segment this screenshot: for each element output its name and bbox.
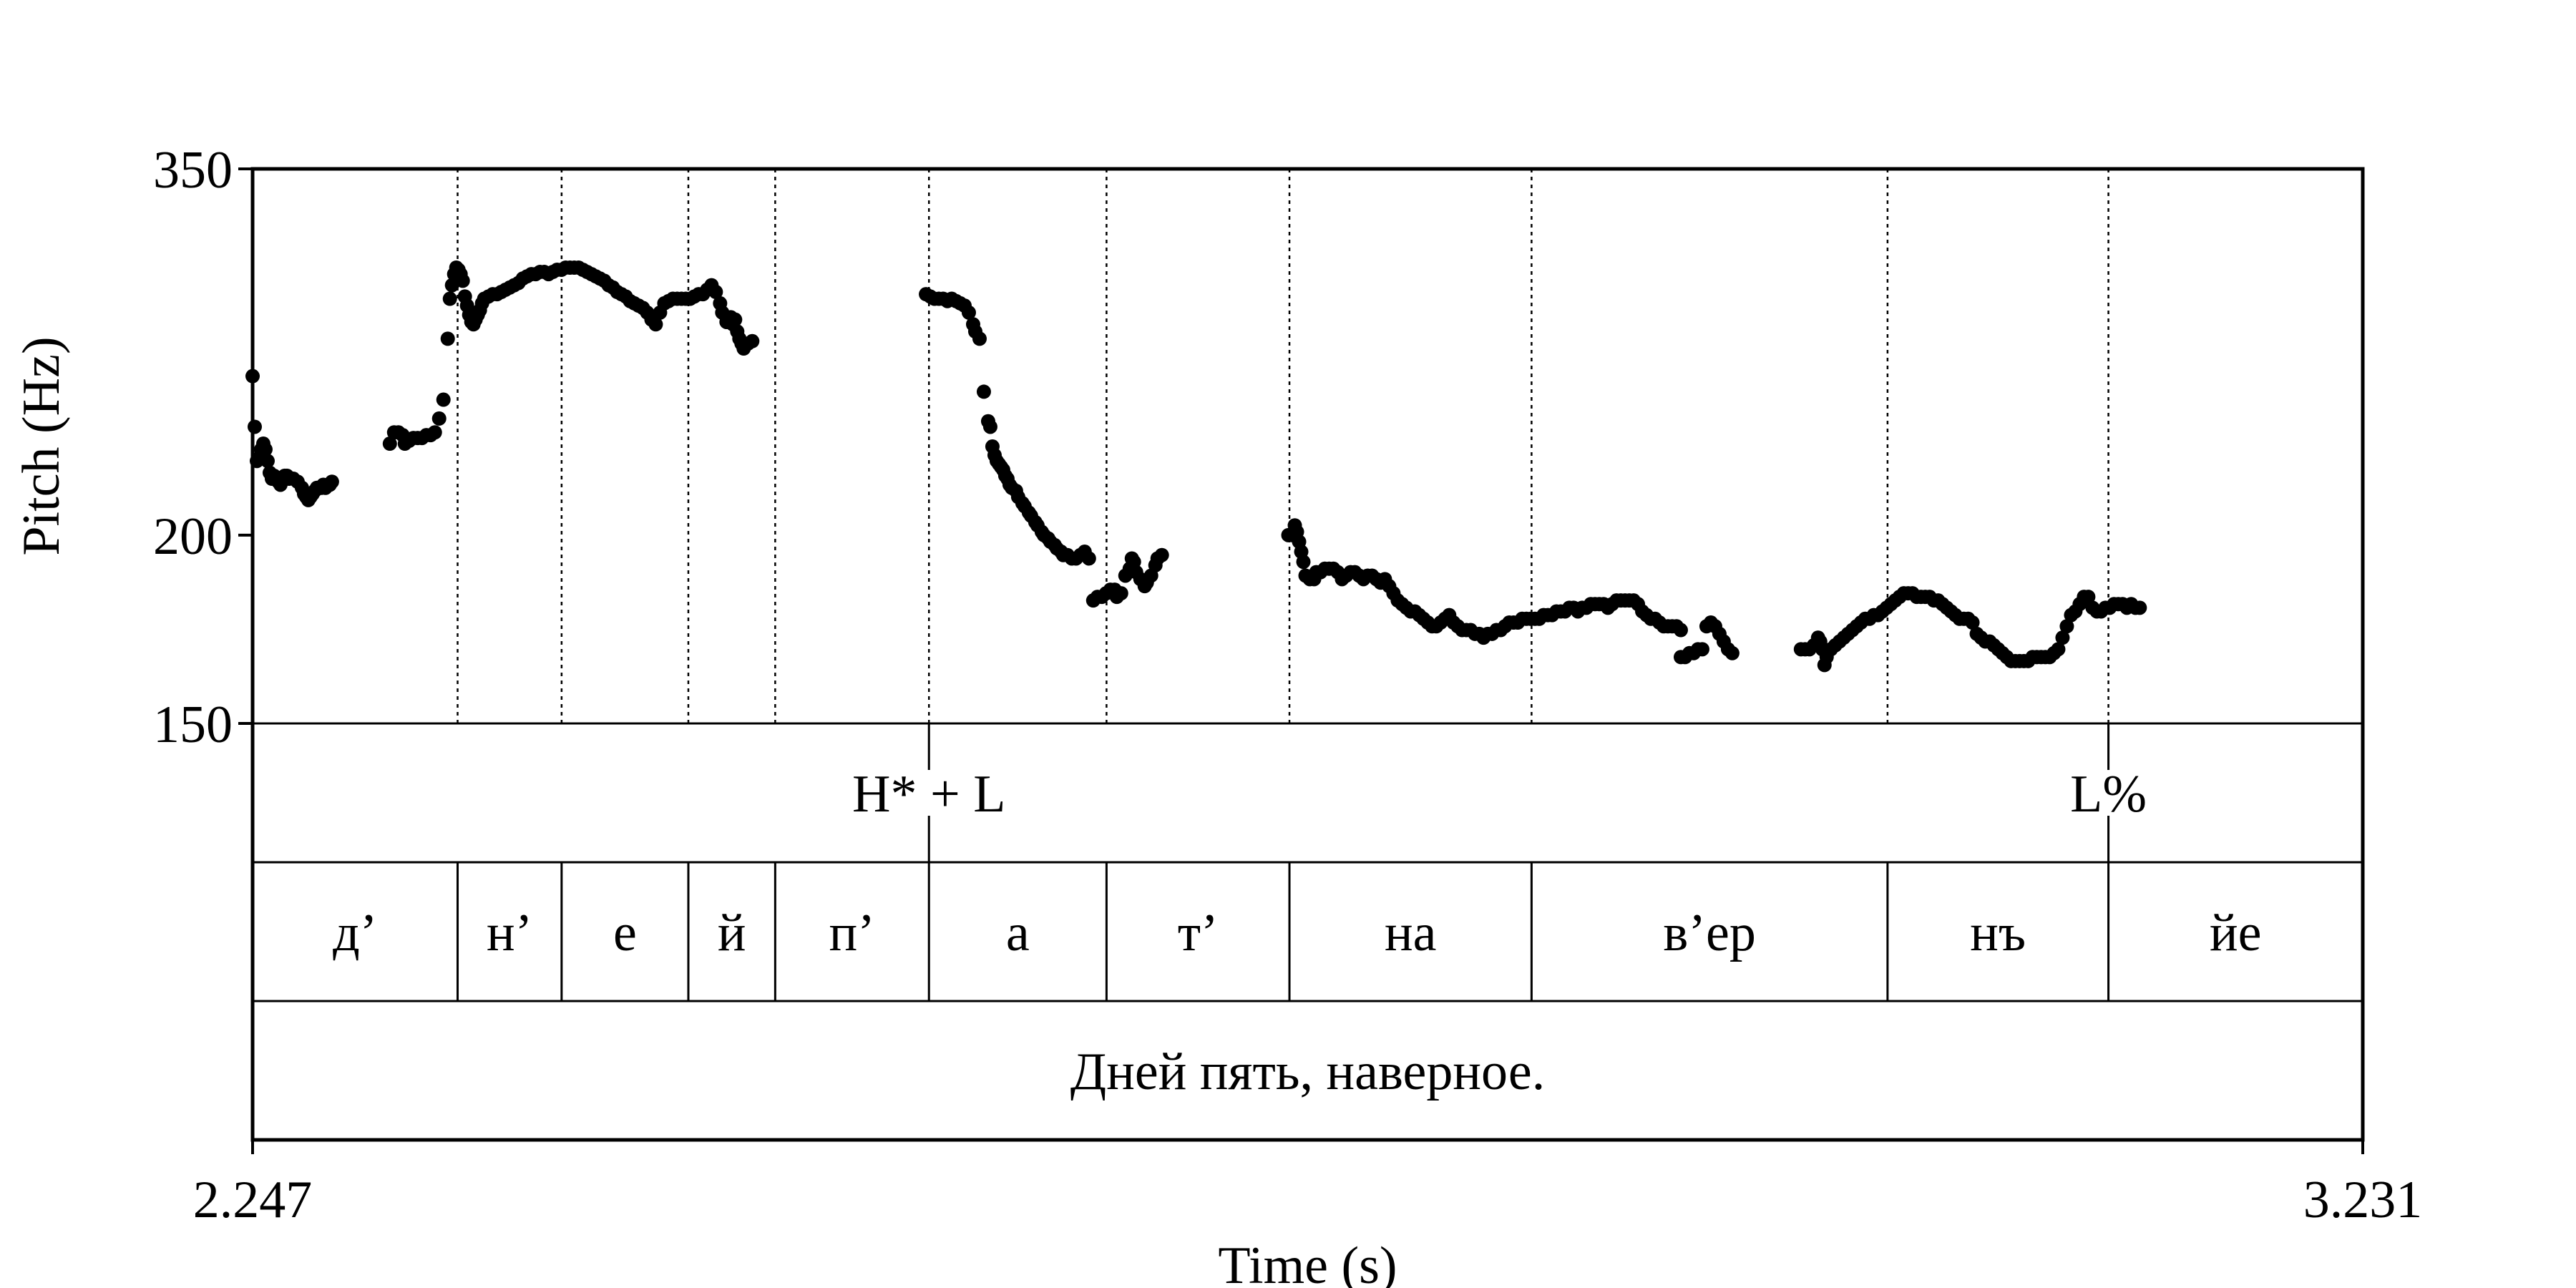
y-tick-label: 200: [153, 507, 233, 566]
pitch-point: [431, 411, 447, 426]
pitch-point: [2051, 642, 2066, 657]
x-tick-label: 2.247: [193, 1171, 313, 1229]
pitch-point: [324, 474, 339, 489]
pitch-point: [2081, 590, 2096, 605]
segment-label: а: [1006, 904, 1030, 962]
pitch-point: [2059, 619, 2074, 634]
pitch-point: [1081, 551, 1096, 566]
pitch-points: [245, 260, 2147, 673]
tone-label: H* + L: [852, 765, 1005, 824]
pitch-point: [745, 333, 760, 348]
x-tick-label: 3.231: [2303, 1171, 2423, 1229]
segment-label: в’ер: [1663, 904, 1755, 962]
pitch-point: [1154, 547, 1169, 562]
axis-labels: 150 200 350 2.247 3.231 Time (s) Pitch (Hz): [12, 141, 2422, 1288]
pitch-point: [1296, 555, 1311, 570]
pitch-point: [648, 317, 663, 332]
pitch-point: [1694, 642, 1709, 657]
tone-label: L%: [2070, 765, 2147, 824]
pitch-point: [961, 305, 976, 320]
pitch-point: [976, 384, 991, 399]
pitch-point: [258, 442, 273, 457]
pitch-point: [2132, 600, 2147, 615]
y-tick-label: 150: [153, 696, 233, 754]
segment-separators: [457, 169, 2109, 723]
pitch-point: [982, 419, 997, 434]
x-axis-label: Time (s): [1218, 1236, 1397, 1288]
segment-label: н’: [487, 904, 532, 962]
pitch-point: [442, 291, 457, 306]
pitch-point: [728, 312, 743, 327]
segment-label: е: [613, 904, 637, 962]
pitch-point: [1965, 615, 1980, 630]
pitch-point: [972, 331, 987, 346]
pitch-point: [440, 331, 455, 346]
pitch-point: [247, 419, 262, 434]
pitch-point: [260, 454, 275, 469]
pitch-point: [2055, 630, 2070, 645]
pitch-point: [1113, 586, 1128, 601]
tier-labels: H* + L L% д’ н’ е й п’ а т’ на в’ер нъ йе Дней пять, …: [333, 765, 2261, 1101]
y-tick-label: 350: [153, 141, 233, 200]
pitch-point: [1724, 645, 1740, 660]
segment-label: нъ: [1970, 904, 2026, 962]
plot-border: [250, 167, 2365, 1142]
segment-label: й: [718, 904, 746, 962]
segment-label: на: [1385, 904, 1436, 962]
y-axis-label: Pitch (Hz): [12, 336, 71, 555]
pitch-point: [382, 436, 397, 452]
sentence-label: Дней пять, наверное.: [1070, 1043, 1545, 1101]
chart-frame: [250, 167, 2365, 1142]
pitch-point: [708, 285, 723, 300]
pitch-point: [436, 392, 451, 407]
segment-label: т’: [1178, 904, 1219, 962]
pitch-point: [427, 425, 442, 440]
segment-label: д’: [333, 904, 377, 962]
segment-label: йе: [2210, 904, 2261, 962]
pitch-point: [455, 273, 470, 288]
pitch-point: [1673, 623, 1688, 638]
pitch-point: [444, 278, 459, 293]
segment-label: п’: [829, 904, 875, 962]
